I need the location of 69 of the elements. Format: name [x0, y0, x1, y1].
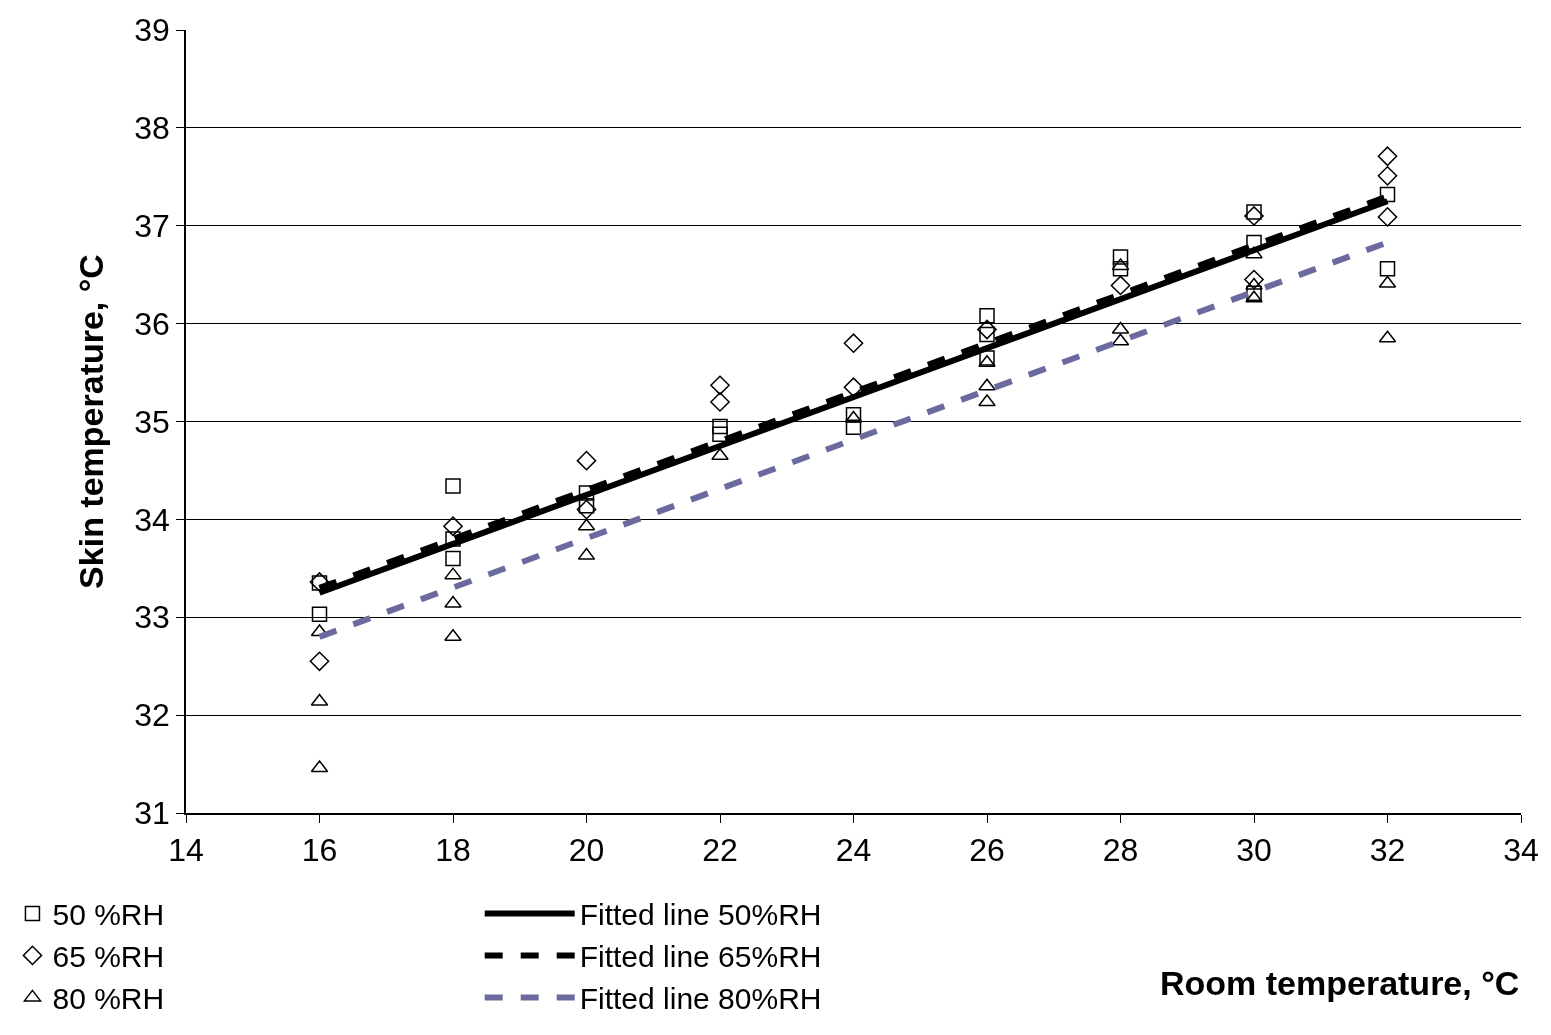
point — [445, 550, 461, 567]
point — [1245, 277, 1263, 290]
point — [1377, 146, 1398, 167]
point — [578, 497, 595, 514]
x-tick-label: 14 — [168, 832, 204, 869]
point — [1379, 186, 1396, 203]
point — [444, 595, 462, 608]
point — [712, 418, 728, 435]
x-tick-label: 18 — [435, 832, 471, 869]
x-tick-label: 20 — [568, 832, 605, 869]
x-axis-title: Room temperature, °C — [1160, 964, 1520, 1002]
point — [1112, 249, 1129, 265]
y-tick-label: 33 — [134, 599, 170, 636]
point — [444, 629, 462, 642]
x-tick-label: 28 — [1102, 832, 1139, 869]
point — [712, 426, 728, 442]
legend-label: 80 %RH — [52, 982, 165, 1016]
point — [978, 394, 996, 407]
point — [978, 355, 996, 368]
point — [576, 450, 597, 471]
point — [843, 333, 864, 354]
x-tick-label: 16 — [301, 832, 338, 869]
x-tick-label: 32 — [1369, 832, 1406, 869]
point — [311, 606, 328, 623]
legend-label: Fitted line 65%RH — [579, 940, 822, 974]
point — [710, 375, 730, 396]
point — [1246, 204, 1262, 220]
x-tick-label: 34 — [1503, 832, 1539, 869]
point — [979, 350, 995, 366]
y-tick-label: 36 — [134, 305, 170, 342]
point — [1379, 261, 1396, 277]
legend-label: 65 %RH — [52, 940, 165, 974]
point — [1377, 165, 1398, 186]
y-tick-label: 35 — [134, 403, 170, 440]
point — [710, 392, 730, 412]
legend-label: Fitted line 50%RH — [579, 898, 822, 932]
y-axis-title: Skin temperature, °C — [72, 254, 111, 589]
point — [843, 377, 864, 398]
point — [444, 567, 462, 580]
point — [979, 308, 995, 324]
point — [1377, 207, 1398, 227]
x-tick-label: 30 — [1236, 832, 1272, 869]
point — [977, 319, 997, 340]
x-tick-label: 26 — [969, 832, 1005, 869]
point — [711, 448, 729, 461]
x-tick-label: 24 — [835, 832, 872, 869]
y-tick-label: 31 — [134, 795, 170, 832]
point — [1245, 290, 1263, 303]
y-tick-label: 32 — [134, 697, 170, 734]
point — [1244, 206, 1264, 226]
point — [309, 651, 330, 672]
y-tick-label: 34 — [134, 501, 170, 538]
point — [443, 516, 463, 537]
point — [445, 478, 461, 494]
point — [979, 326, 995, 343]
point — [578, 485, 595, 501]
legend-label: 50 %RH — [52, 898, 165, 932]
point — [845, 419, 862, 436]
point — [576, 499, 597, 520]
x-tick-label: 22 — [702, 832, 738, 869]
point — [978, 378, 996, 391]
y-tick-label: 39 — [134, 12, 170, 49]
point — [1244, 269, 1264, 290]
point — [1110, 275, 1131, 296]
y-tick-label: 38 — [134, 110, 170, 147]
point — [1246, 285, 1262, 302]
y-tick-label: 37 — [134, 207, 170, 244]
legend-label: Fitted line 80%RH — [579, 982, 822, 1016]
point — [1112, 261, 1129, 277]
